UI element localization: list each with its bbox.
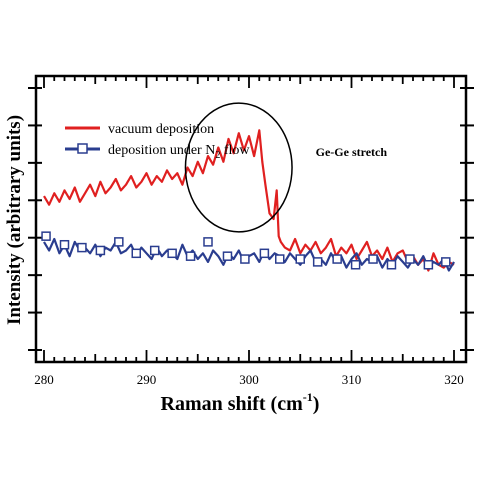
series-line-0 [43, 129, 455, 272]
x-axis-title-sup: -1 [303, 390, 313, 404]
series-marker-1 [59, 239, 70, 250]
legend-label-n2: deposition under N2 flow [108, 143, 250, 161]
series-marker-1 [275, 254, 285, 264]
legend: vacuum deposition deposition under N2 fl… [65, 122, 250, 161]
x-tick-labels: 280 290 300 310 320 [34, 372, 464, 387]
legend-label-n2-sub: 2 [215, 150, 220, 161]
tick-marks [28, 76, 474, 362]
series-marker-1 [295, 254, 305, 264]
series-marker-1 [149, 245, 160, 256]
x-tick-label: 320 [444, 372, 464, 387]
legend-label-vacuum: vacuum deposition [108, 122, 214, 137]
x-tick-label: 300 [239, 372, 259, 387]
series-marker-1 [332, 254, 342, 264]
series-marker-1 [222, 251, 233, 261]
x-axis-title-main: Raman shift (cm [161, 393, 304, 415]
series-marker-1 [114, 237, 124, 247]
series-marker-1 [185, 251, 196, 261]
legend-label-n2-end: flow [220, 143, 250, 158]
annotation-circle [184, 102, 293, 233]
series-marker-1 [95, 245, 106, 256]
series-marker-1 [203, 237, 213, 247]
series-marker-1 [312, 257, 323, 267]
x-axis-title-end: ) [313, 393, 320, 415]
series-marker-1 [41, 231, 51, 241]
annotation-layer: Ge-Ge stretch [184, 102, 388, 233]
x-tick-label: 290 [137, 372, 157, 387]
series-marker-1 [240, 254, 250, 264]
series-marker-1 [350, 260, 361, 270]
series-marker-1 [405, 254, 415, 264]
series-marker-1 [423, 260, 434, 270]
plot-frame [34, 74, 468, 364]
legend-marker-n2 [77, 143, 88, 154]
series-marker-1 [77, 242, 87, 253]
y-axis-title: Intensity (arbitrary units) [4, 115, 25, 325]
series-marker-1 [259, 248, 270, 259]
series-marker-1 [167, 248, 177, 259]
series-marker-1 [441, 257, 451, 267]
x-tick-label: 280 [34, 372, 54, 387]
series-layer [41, 129, 455, 272]
series-marker-1 [131, 248, 141, 259]
annotation-label: Ge-Ge stretch [316, 145, 388, 159]
x-axis-title: Raman shift (cm-1) [161, 390, 320, 415]
series-marker-1 [386, 260, 397, 270]
legend-label-n2-main: deposition under N [108, 143, 215, 158]
x-tick-label: 310 [342, 372, 362, 387]
series-marker-1 [368, 254, 378, 264]
